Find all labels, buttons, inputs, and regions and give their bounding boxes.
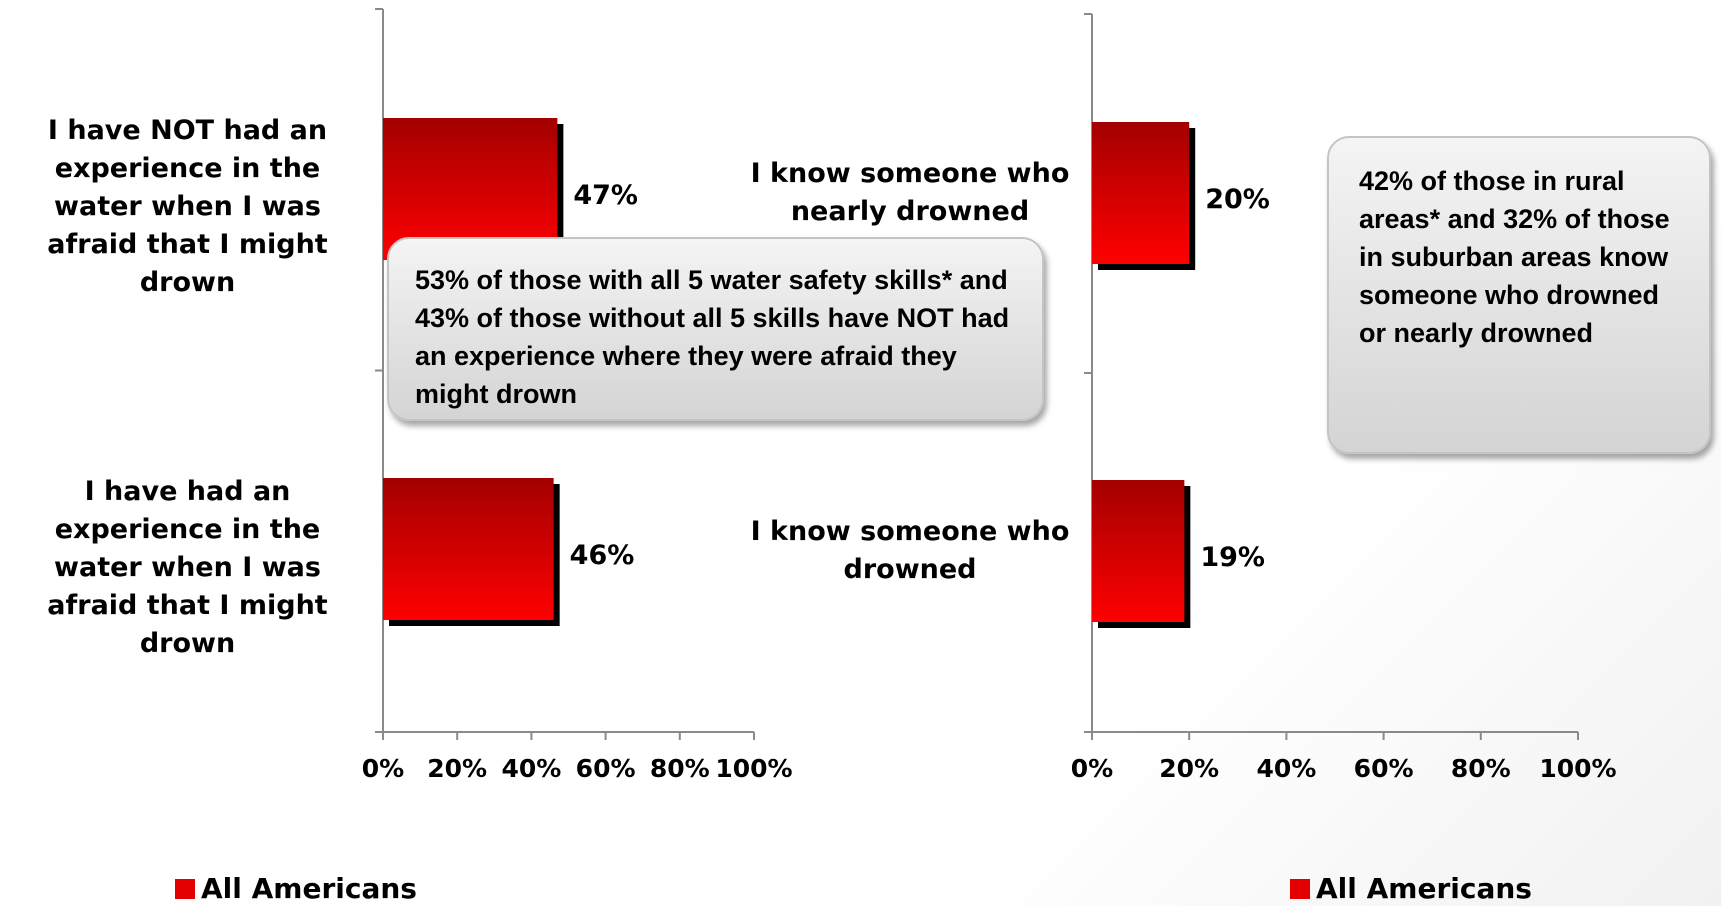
legend-label: All Americans xyxy=(1316,872,1532,905)
x-tick-label: 100% xyxy=(715,754,792,783)
x-tick-label: 0% xyxy=(362,754,404,783)
x-tick-label: 0% xyxy=(1071,754,1113,783)
bar xyxy=(383,118,558,260)
x-tick-label: 20% xyxy=(427,754,487,783)
legend-swatch xyxy=(1290,878,1310,899)
x-tick-label: 80% xyxy=(650,754,710,783)
legend-label: All Americans xyxy=(201,872,417,905)
callout-rural-suburban: 42% of those in rural areas* and 32% of … xyxy=(1327,136,1711,454)
bar xyxy=(383,478,554,620)
data-label: 46% xyxy=(570,540,635,571)
x-tick-label: 40% xyxy=(501,754,561,783)
x-tick-label: 40% xyxy=(1256,754,1316,783)
x-tick-label: 80% xyxy=(1451,754,1511,783)
x-tick-label: 60% xyxy=(1354,754,1414,783)
category-label: I have NOT had an experience in the wate… xyxy=(47,115,328,298)
data-label: 20% xyxy=(1205,184,1270,215)
data-label: 47% xyxy=(573,180,638,211)
category-label: I know someone who drowned xyxy=(750,516,1070,585)
x-tick-label: 20% xyxy=(1159,754,1219,783)
bar xyxy=(1092,480,1185,622)
legend-left: All Americans xyxy=(175,872,417,905)
category-label: I have had an experience in the water wh… xyxy=(47,476,328,659)
data-label: 19% xyxy=(1200,542,1265,573)
x-tick-label: 60% xyxy=(576,754,636,783)
x-tick-label: 100% xyxy=(1539,754,1616,783)
bar xyxy=(1092,122,1190,264)
callout-water-safety: 53% of those with all 5 water safety ski… xyxy=(387,237,1044,421)
legend-swatch xyxy=(175,878,195,899)
legend-right: All Americans xyxy=(1290,872,1532,905)
category-label: I know someone who nearly drowned xyxy=(750,158,1070,227)
